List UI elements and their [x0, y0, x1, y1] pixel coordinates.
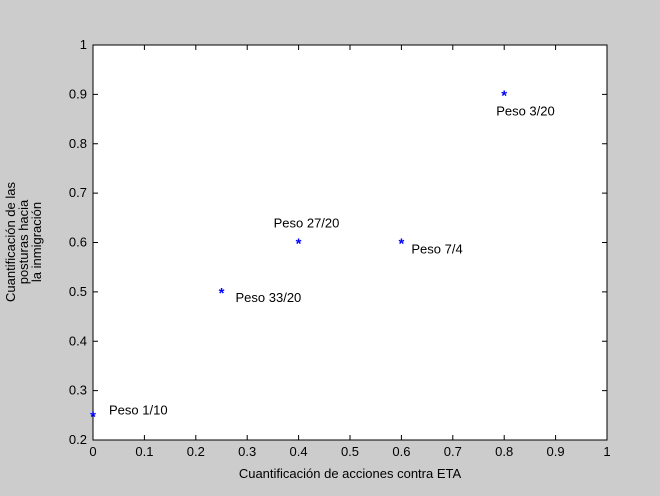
x-tick-label: 0 — [89, 444, 96, 459]
x-tick-label: 0.6 — [392, 444, 410, 459]
y-tick-label: 0.9 — [69, 86, 87, 101]
x-tick-label: 0.3 — [238, 444, 256, 459]
axis-ticks: 0 0.1 0.2 0.3 0.4 0.5 0.6 0.7 0.8 0.9 1 0.2 0.3 0.4 0.… — [69, 37, 611, 459]
y-axis-label-line-1: Cuantificación de las — [3, 182, 18, 302]
y-tick-label: 0.5 — [69, 284, 87, 299]
x-tick-label: 0.9 — [547, 444, 565, 459]
x-tick-label: 0.4 — [290, 444, 308, 459]
data-point-marker: * — [219, 285, 225, 302]
data-point-label: Peso 3/20 — [496, 103, 555, 118]
y-tick-label: 0.4 — [69, 333, 87, 348]
y-tick-label: 0.6 — [69, 235, 87, 250]
x-tick-label: 0.7 — [444, 444, 462, 459]
y-tick-label: 0.7 — [69, 185, 87, 200]
x-tick-label: 0.8 — [495, 444, 513, 459]
data-point-label: Peso 27/20 — [274, 216, 340, 231]
data-point-marker: * — [398, 236, 404, 253]
y-tick-label: 0.8 — [69, 136, 87, 151]
data-point-marker: * — [501, 87, 507, 104]
y-tick-label: 1 — [80, 37, 87, 52]
y-axis-label-line-2: posturas hacia — [16, 199, 31, 284]
x-axis-label: Cuantificación de acciones contra ETA — [239, 466, 462, 481]
x-tick-label: 0.2 — [187, 444, 205, 459]
data-points: * Peso 1/10 * Peso 33/20 * Peso 27/20 * Peso 7/… — [90, 87, 555, 425]
data-point-marker: * — [296, 236, 302, 253]
data-point-marker: * — [90, 408, 96, 425]
x-tick-label: 0.1 — [135, 444, 153, 459]
y-tick-label: 0.2 — [69, 432, 87, 447]
y-axis-label-line-3: la inmigración — [29, 202, 44, 282]
plot-area — [92, 44, 608, 441]
y-tick-label: 0.3 — [69, 383, 87, 398]
data-point-label: Peso 33/20 — [236, 290, 302, 305]
x-tick-label: 1 — [603, 444, 610, 459]
data-point-label: Peso 1/10 — [109, 402, 168, 417]
data-point-label: Peso 7/4 — [411, 242, 462, 257]
y-axis-label: Cuantificación de las posturas hacia la … — [3, 182, 44, 302]
x-tick-label: 0.5 — [341, 444, 359, 459]
